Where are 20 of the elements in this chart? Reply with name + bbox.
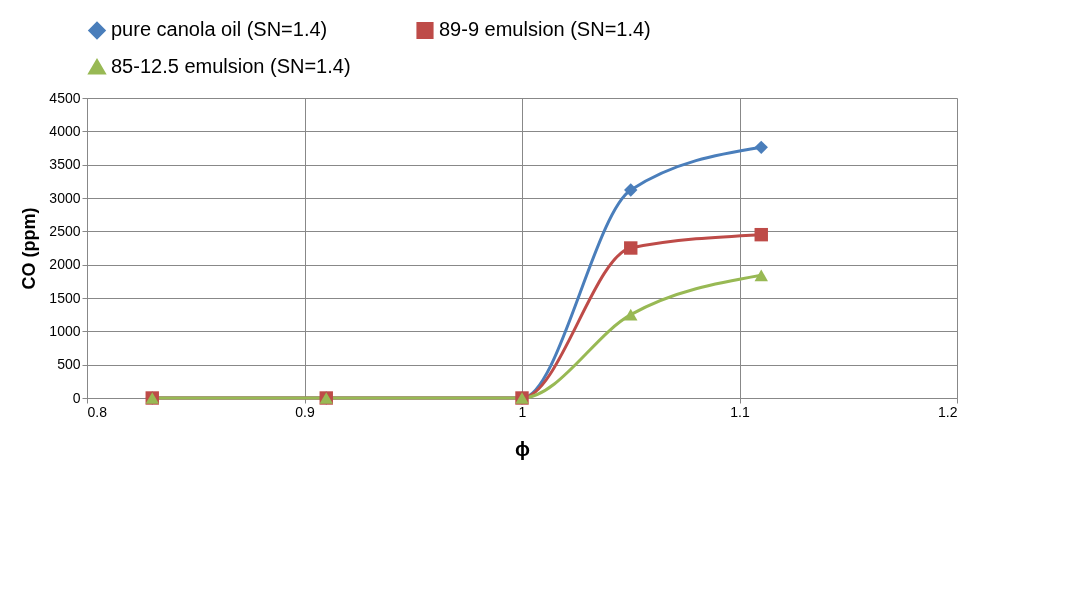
y-tick-label: 1000 [49,322,81,339]
legend-label: pure canola oil (SN=1.4) [111,18,328,41]
legend-label: 85-12.5 emulsion (SN=1.4) [111,55,351,77]
y-tick-label: 4000 [49,122,81,139]
y-axis-title: CO (ppm) [19,207,40,290]
x-tick-label: 1 [518,403,527,420]
y-tick-label: 4500 [49,89,81,106]
y-tick-label: 2500 [49,222,81,239]
x-tick-label: 0.9 [295,403,315,420]
x-tick-label: 0.8 [87,403,108,420]
legend-label: 89-9 emulsion (SN=1.4) [439,18,651,41]
y-tick-label: 3000 [49,189,81,206]
y-tick-label: 0 [72,389,81,406]
x-tick-label: 1.2 [938,403,958,420]
y-tick-label: 2000 [49,256,81,273]
x-tick-label: 1.1 [730,403,750,420]
y-tick-label: 500 [57,356,81,373]
y-tick-label: 1500 [49,289,81,306]
x-axis-title: ϕ [515,437,530,460]
y-tick-label: 3500 [49,156,81,173]
